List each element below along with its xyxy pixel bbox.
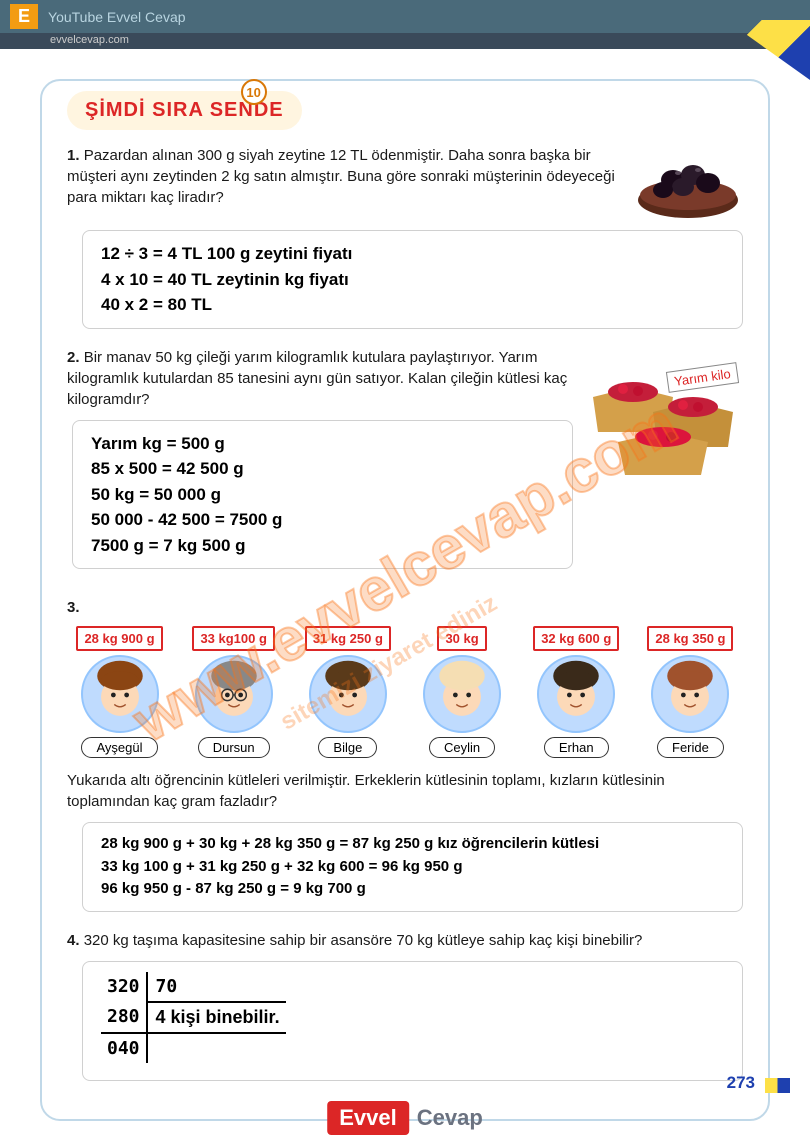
- topbar-title: YouTube Evvel Cevap: [48, 9, 186, 25]
- student-name: Dursun: [198, 737, 270, 758]
- page-number: 273: [727, 1073, 755, 1093]
- student-weight: 28 kg 350 g: [647, 626, 733, 651]
- q3-text: Yukarıda altı öğrencinin kütleleri veril…: [67, 770, 743, 812]
- q4-remainder: 040: [101, 1033, 147, 1063]
- footer-cevap: Cevap: [417, 1105, 483, 1131]
- q1-num: 1.: [67, 147, 80, 164]
- student-card: 33 kg100 g Dursun: [181, 626, 286, 758]
- footer-evvel: Evvel: [327, 1101, 409, 1135]
- q2-ans-line3: 50 kg = 50 000 g: [91, 482, 554, 508]
- student-name: Ayşegül: [81, 737, 157, 758]
- question-2: 2. Bir manav 50 kg çileği yarım kilogram…: [67, 347, 743, 580]
- student-weight: 33 kg100 g: [192, 626, 275, 651]
- students-row: 28 kg 900 g Ayşegül 33 kg100 g: [67, 626, 743, 758]
- q3-answer: 28 kg 900 g + 30 kg + 28 kg 350 g = 87 k…: [82, 822, 743, 912]
- question-3: 3. 28 kg 900 g Ayşegül 33 kg100 g: [67, 597, 743, 912]
- student-name: Erhan: [544, 737, 609, 758]
- student-face: [651, 655, 729, 733]
- student-name: Bilge: [318, 737, 377, 758]
- q1-ans-line3: 40 x 2 = 80 TL: [101, 292, 724, 318]
- student-face: [81, 655, 159, 733]
- q2-ans-line4: 50 000 - 42 500 = 7500 g: [91, 507, 554, 533]
- student-face: [423, 655, 501, 733]
- strawberry-boxes-image: Yarım kilo: [583, 347, 743, 477]
- footer-logo: Evvel Cevap: [327, 1101, 483, 1135]
- student-card: 31 kg 250 g Bilge: [295, 626, 400, 758]
- question-4: 4. 320 kg taşıma kapasitesine sahip bir …: [67, 930, 743, 1082]
- q2-text: Bir manav 50 kg çileği yarım kilogramlık…: [67, 349, 567, 408]
- olives-image: [633, 145, 743, 220]
- student-card: 32 kg 600 g Erhan: [524, 626, 629, 758]
- student-weight: 32 kg 600 g: [533, 626, 619, 651]
- student-face: [195, 655, 273, 733]
- student-card: 28 kg 900 g Ayşegül: [67, 626, 172, 758]
- q3-num: 3.: [67, 599, 80, 616]
- q4-dividend: 320: [101, 972, 147, 1002]
- q1-ans-line1: 12 ÷ 3 = 4 TL 100 g zeytini fiyatı: [101, 241, 724, 267]
- student-card: 28 kg 350 g Feride: [638, 626, 743, 758]
- q4-answer: 320 70 280 4 kişi binebilir. 040: [82, 961, 743, 1082]
- student-face: [537, 655, 615, 733]
- q1-text: Pazardan alınan 300 g siyah zeytine 12 T…: [67, 147, 615, 206]
- q3-ans-line1: 28 kg 900 g + 30 kg + 28 kg 350 g = 87 k…: [101, 833, 724, 856]
- q2-answer: Yarım kg = 500 g 85 x 500 = 42 500 g 50 …: [72, 420, 573, 570]
- q1-answer: 12 ÷ 3 = 4 TL 100 g zeytini fiyatı 4 x 1…: [82, 230, 743, 329]
- q2-ans-line5: 7500 g = 7 kg 500 g: [91, 533, 554, 559]
- header-banner: 10 ŞİMDİ SIRA SENDE: [67, 91, 743, 130]
- page-marker: [765, 1078, 790, 1093]
- logo-e: E: [10, 4, 38, 29]
- q4-text: 320 kg taşıma kapasitesine sahip bir asa…: [84, 932, 643, 949]
- q1-ans-line2: 4 x 10 = 40 TL zeytinin kg fiyatı: [101, 267, 724, 293]
- student-weight: 28 kg 900 g: [76, 626, 162, 651]
- page-content: 10 ŞİMDİ SIRA SENDE 1. Pazardan alınan 3…: [40, 79, 770, 1121]
- q4-divisor: 70: [147, 972, 286, 1002]
- q4-sub: 280: [101, 1002, 147, 1033]
- q4-num: 4.: [67, 932, 80, 949]
- q4-result: 4 kişi binebilir.: [147, 1002, 286, 1033]
- student-name: Feride: [657, 737, 724, 758]
- q2-ans-line1: Yarım kg = 500 g: [91, 431, 554, 457]
- q2-num: 2.: [67, 349, 80, 366]
- q3-ans-line2: 33 kg 100 g + 31 kg 250 g + 32 kg 600 = …: [101, 856, 724, 879]
- q2-ans-line2: 85 x 500 = 42 500 g: [91, 456, 554, 482]
- student-weight: 30 kg: [437, 626, 486, 651]
- student-weight: 31 kg 250 g: [305, 626, 391, 651]
- topbar-subtitle: evvelcevap.com: [0, 33, 810, 49]
- student-card: 30 kg Ceylin: [410, 626, 515, 758]
- badge-number: 10: [241, 79, 267, 105]
- student-name: Ceylin: [429, 737, 495, 758]
- top-bar: E YouTube Evvel Cevap: [0, 0, 810, 33]
- student-face: [309, 655, 387, 733]
- q3-ans-line3: 96 kg 950 g - 87 kg 250 g = 9 kg 700 g: [101, 878, 724, 901]
- question-1: 1. Pazardan alınan 300 g siyah zeytine 1…: [67, 145, 743, 329]
